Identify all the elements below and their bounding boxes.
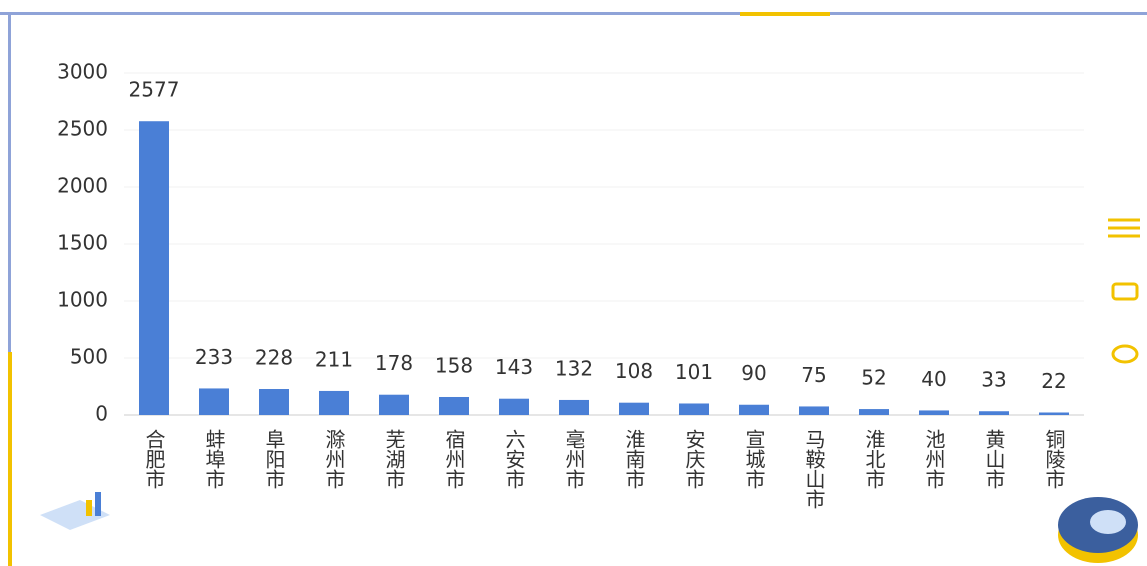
data-label: 158 xyxy=(435,353,473,377)
y-tick-label: 3000 xyxy=(57,60,108,84)
bar xyxy=(739,404,769,415)
bar xyxy=(979,411,1009,415)
bar xyxy=(619,402,649,415)
y-tick-label: 1500 xyxy=(57,231,108,255)
top-border xyxy=(0,12,1147,15)
x-tick-label: 蚌埠市 xyxy=(202,429,226,489)
x-tick-label: 亳州市 xyxy=(562,429,586,489)
top-accent xyxy=(740,12,830,16)
x-tick-label: 黄山市 xyxy=(982,429,1006,489)
data-label: 101 xyxy=(675,360,713,384)
x-tick-label: 安庆市 xyxy=(682,429,706,489)
bar xyxy=(439,396,469,415)
data-label: 211 xyxy=(315,347,353,371)
data-label: 178 xyxy=(375,351,413,375)
left-accent xyxy=(8,352,12,566)
y-tick-label: 1000 xyxy=(57,288,108,312)
y-tick-label: 500 xyxy=(70,345,108,369)
data-label: 52 xyxy=(861,366,886,390)
x-tick-label: 淮北市 xyxy=(862,429,886,489)
decor-right xyxy=(1058,497,1138,563)
x-tick-label: 滁州市 xyxy=(322,429,346,489)
bar xyxy=(379,394,409,415)
x-tick-label: 铜陵市 xyxy=(1042,429,1066,489)
bar xyxy=(1039,412,1069,415)
data-label: 132 xyxy=(555,356,593,380)
x-tick-label: 芜湖市 xyxy=(382,429,406,489)
data-label: 40 xyxy=(921,367,946,391)
x-tick-label: 淮南市 xyxy=(622,429,646,489)
x-tick-label: 阜阳市 xyxy=(262,429,286,489)
bar xyxy=(499,398,529,415)
x-tick-label: 六安市 xyxy=(502,429,526,489)
data-label: 75 xyxy=(801,363,826,387)
side-icons xyxy=(1108,218,1140,364)
x-tick-label: 马鞍山市 xyxy=(802,429,826,509)
x-tick-label: 池州市 xyxy=(922,429,946,489)
bar xyxy=(259,389,289,415)
data-label: 233 xyxy=(195,345,233,369)
bar xyxy=(319,390,349,415)
bar xyxy=(679,403,709,415)
data-label: 33 xyxy=(981,368,1006,392)
data-label: 22 xyxy=(1041,369,1066,393)
x-tick-label: 合肥市 xyxy=(142,429,166,489)
data-label: 108 xyxy=(615,359,653,383)
data-label: 90 xyxy=(741,361,766,385)
bar xyxy=(859,409,889,415)
x-tick-label: 宿州市 xyxy=(442,429,466,489)
bar xyxy=(799,406,829,415)
bar xyxy=(919,410,949,415)
data-label: 143 xyxy=(495,355,533,379)
data-label: 2577 xyxy=(129,78,180,102)
x-tick-label: 宣城市 xyxy=(742,429,766,489)
data-label: 228 xyxy=(255,346,293,370)
left-border xyxy=(8,12,11,352)
bar xyxy=(559,399,589,415)
bar xyxy=(139,121,169,416)
y-tick-label: 2000 xyxy=(57,174,108,198)
y-tick-label: 0 xyxy=(95,402,108,426)
y-tick-label: 2500 xyxy=(57,117,108,141)
bar xyxy=(199,388,229,415)
decor-left xyxy=(40,492,110,530)
